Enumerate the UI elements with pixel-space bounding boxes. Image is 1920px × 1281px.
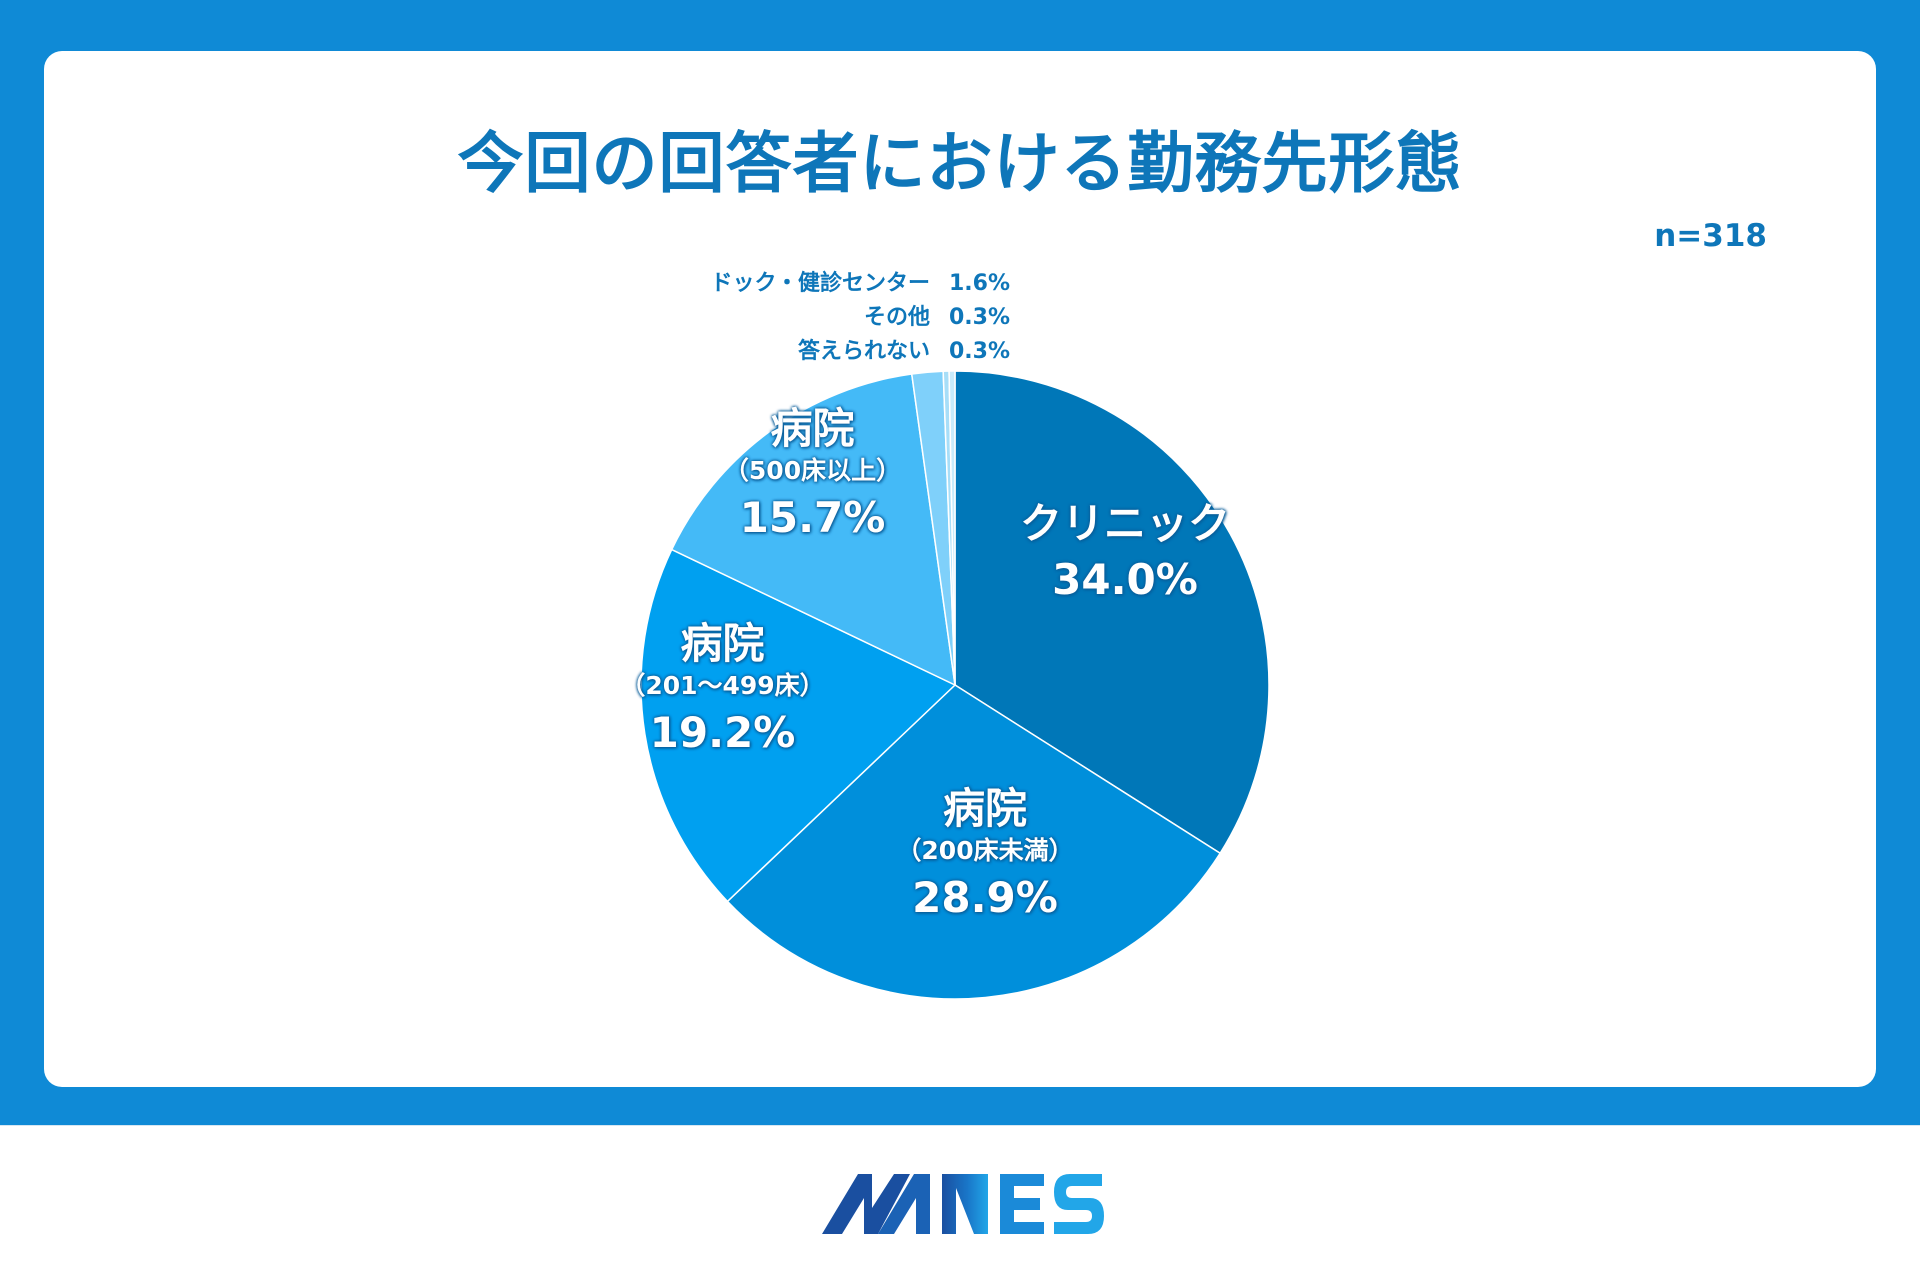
slice-label-hosp-small: 病院 （200床未満） 28.9%: [860, 784, 1110, 923]
pie-slice-hosp_mid: [640, 548, 957, 903]
footer: [0, 1125, 1920, 1281]
slice-name: 病院: [680, 619, 765, 668]
slice-name: 病院: [942, 784, 1027, 833]
pie-slice-noanswer: [948, 370, 956, 686]
mnes-logo: [822, 1174, 1104, 1234]
slice-value: 15.7%: [739, 493, 886, 543]
small-label-name: その他: [863, 305, 930, 330]
slice-sub: （500床以上）: [723, 456, 902, 486]
pie-slice-hosp_large: [670, 373, 956, 687]
slice-name: 病院: [770, 404, 855, 453]
small-label-other: その他 0.3%: [600, 299, 1010, 333]
slice-label-hosp-mid: 病院 （201～499床） 19.2%: [600, 619, 845, 758]
slice-value: 28.9%: [912, 873, 1058, 923]
slice-sub: （201～499床）: [620, 671, 825, 701]
slice-sub: （200床未満）: [896, 836, 1074, 866]
pie-chart: [640, 370, 1270, 1000]
slice-label-hosp-large: 病院 （500床以上） 15.7%: [690, 404, 935, 543]
sample-size-label: n=318: [1654, 218, 1767, 254]
small-label-name: 答えられない: [797, 339, 930, 364]
small-label-value: 0.3%: [948, 339, 1010, 364]
chart-title: 今回の回答者における勤務先形態: [457, 125, 1463, 202]
small-label-value: 1.6%: [948, 271, 1010, 296]
pie-slice-clinic: [954, 370, 1270, 855]
small-label-noanswer: 答えられない 0.3%: [600, 333, 1010, 367]
slice-value: 34.0%: [1052, 555, 1198, 605]
small-slice-labels: ドック・健診センター 1.6% その他 0.3% 答えられない 0.3%: [600, 265, 1010, 367]
small-label-dock: ドック・健診センター 1.6%: [600, 265, 1010, 299]
small-label-value: 0.3%: [948, 305, 1010, 330]
slice-value: 19.2%: [649, 708, 796, 758]
small-label-name: ドック・健診センター: [710, 271, 930, 296]
slice-label-clinic: クリニック 34.0%: [985, 499, 1265, 605]
pie-slice-hosp_small: [726, 684, 1222, 1000]
slice-name: クリニック: [1019, 499, 1230, 548]
